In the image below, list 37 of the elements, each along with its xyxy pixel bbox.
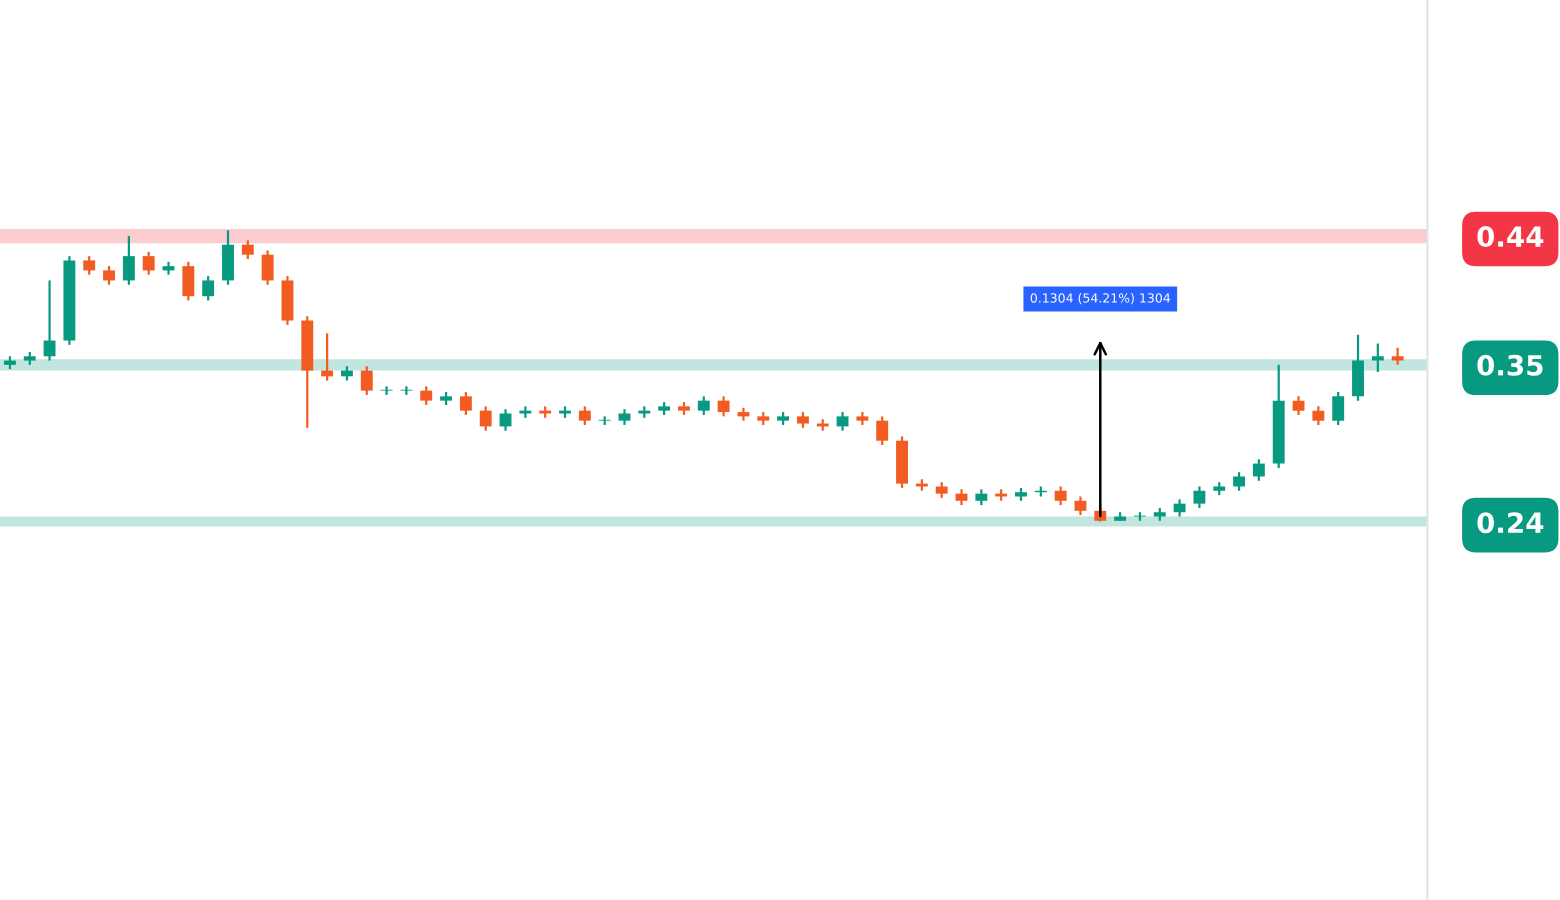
candlestick	[836, 410, 849, 432]
candlestick	[222, 229, 234, 286]
candlestick	[122, 234, 135, 286]
candlestick	[1233, 471, 1246, 492]
candlestick	[876, 415, 889, 447]
candlestick	[578, 405, 591, 427]
candlestick	[1054, 485, 1067, 507]
candlestick	[1312, 405, 1325, 427]
candlestick	[202, 275, 215, 302]
candlestick	[1292, 395, 1305, 417]
candlestick	[479, 405, 492, 432]
candlestick	[1352, 333, 1364, 402]
candlestick	[142, 250, 155, 276]
candlestick	[83, 255, 96, 276]
y-tick-label: 0.44	[1477, 226, 1544, 248]
candlestick	[360, 365, 373, 397]
candlestick	[1074, 495, 1087, 517]
candlestick	[420, 385, 433, 407]
candlestick	[737, 406, 750, 422]
candlestick	[1371, 342, 1384, 374]
candlestick	[400, 385, 413, 397]
candlestick	[896, 435, 908, 490]
candlestick	[459, 390, 472, 417]
candlestick	[43, 279, 56, 362]
candlestick	[1332, 390, 1345, 427]
candlestick	[697, 395, 710, 417]
candlestick	[281, 275, 294, 326]
candlestick	[1252, 458, 1265, 482]
y-tick-label: 0.35	[1477, 354, 1543, 376]
y-tick-label: 0.24	[1477, 512, 1544, 534]
candlestick	[717, 395, 730, 418]
candlestick	[103, 265, 115, 286]
candlestick	[182, 260, 195, 302]
candlestick	[1193, 485, 1206, 510]
candlestick	[261, 249, 274, 286]
candlestick	[241, 239, 254, 261]
candlestick	[380, 385, 393, 397]
